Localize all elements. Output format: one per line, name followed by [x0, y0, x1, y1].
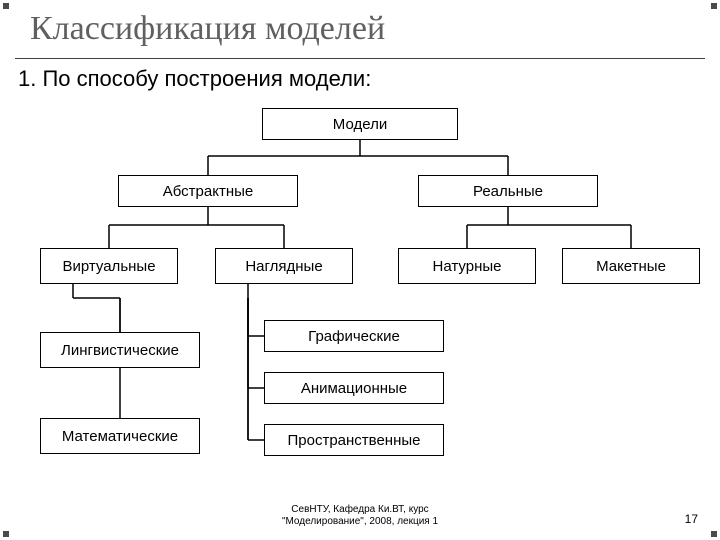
footer-line-1: СевНТУ, Кафедра Ки.ВТ, курс [291, 504, 428, 515]
node-spatial: Пространственные [264, 424, 444, 456]
corner-dot [711, 531, 717, 537]
corner-dot [3, 531, 9, 537]
node-natural: Натурные [398, 248, 536, 284]
node-animation: Анимационные [264, 372, 444, 404]
node-math: Математические [40, 418, 200, 454]
node-linguistic: Лингвистические [40, 332, 200, 368]
footer-text: СевНТУ, Кафедра Ки.ВТ, курс "Моделирован… [0, 504, 720, 528]
title-underline [15, 58, 705, 59]
corner-dot [3, 3, 9, 9]
node-real: Реальные [418, 175, 598, 207]
node-abstract: Абстрактные [118, 175, 298, 207]
slide: Классификация моделей 1. По способу пост… [0, 0, 720, 540]
page-title: Классификация моделей [30, 10, 385, 48]
node-visual: Наглядные [215, 248, 353, 284]
node-virtual: Виртуальные [40, 248, 178, 284]
node-root: Модели [262, 108, 458, 140]
node-graphic: Графические [264, 320, 444, 352]
node-mockup: Макетные [562, 248, 700, 284]
corner-dot [711, 3, 717, 9]
section-heading: 1. По способу построения модели: [18, 66, 371, 92]
footer-line-2: "Моделирование", 2008, лекция 1 [282, 516, 438, 527]
page-number: 17 [685, 512, 698, 526]
